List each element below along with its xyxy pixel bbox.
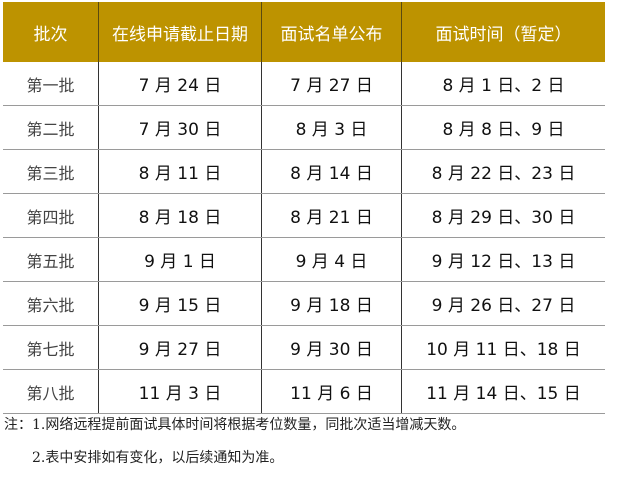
- note-2: 2.表中安排如有变化，以后续通知为准。: [32, 450, 284, 466]
- batch-cell: 第六批: [3, 281, 99, 326]
- deadline-cell: 9 月 1 日: [98, 237, 262, 282]
- batch-cell: 第三批: [3, 149, 99, 194]
- batch-cell: 第二批: [3, 105, 99, 150]
- list-announce-cell: 9 月 4 日: [261, 237, 402, 282]
- interview-time-cell: 8 月 8 日、9 日: [401, 105, 605, 150]
- header-interview-time: 面试时间（暂定）: [401, 2, 605, 62]
- interview-time-cell: 9 月 12 日、13 日: [401, 237, 605, 282]
- header-deadline: 在线申请截止日期: [98, 2, 262, 62]
- notes: 注：1.网络远程提前面试具体时间将根据考位数量，同批次适当增减天数。 2.表中安…: [4, 414, 465, 480]
- list-announce-cell: 9 月 18 日: [261, 281, 402, 326]
- list-announce-cell: 9 月 30 日: [261, 325, 402, 370]
- interview-time-cell: 8 月 1 日、2 日: [401, 62, 605, 106]
- batch-cell: 第八批: [3, 369, 99, 414]
- interview-time-cell: 8 月 22 日、23 日: [401, 149, 605, 194]
- deadline-cell: 9 月 27 日: [98, 325, 262, 370]
- deadline-cell: 9 月 15 日: [98, 281, 262, 326]
- list-announce-cell: 11 月 6 日: [261, 369, 402, 414]
- list-announce-cell: 8 月 3 日: [261, 105, 402, 150]
- header-batch: 批次: [3, 2, 99, 62]
- batch-cell: 第七批: [3, 325, 99, 370]
- list-announce-cell: 7 月 27 日: [261, 62, 402, 106]
- table-row: 第八批 11 月 3 日 11 月 6 日 11 月 14 日、15 日: [3, 369, 605, 414]
- interview-time-cell: 8 月 29 日、30 日: [401, 193, 605, 238]
- batch-cell: 第一批: [3, 62, 99, 106]
- note-1: 注：1.网络远程提前面试具体时间将根据考位数量，同批次适当增减天数。: [4, 417, 466, 433]
- interview-time-cell: 10 月 11 日、18 日: [401, 325, 605, 370]
- batch-cell: 第四批: [3, 193, 99, 238]
- interview-time-cell: 11 月 14 日、15 日: [401, 369, 605, 414]
- deadline-cell: 7 月 24 日: [98, 62, 262, 106]
- batch-cell: 第五批: [3, 237, 99, 282]
- header-list-announce: 面试名单公布: [261, 2, 402, 62]
- deadline-cell: 11 月 3 日: [98, 369, 262, 414]
- deadline-cell: 8 月 11 日: [98, 149, 262, 194]
- list-announce-cell: 8 月 14 日: [261, 149, 402, 194]
- header-row: 批次 在线申请截止日期 面试名单公布 面试时间（暂定）: [3, 2, 605, 62]
- interview-time-cell: 9 月 26 日、27 日: [401, 281, 605, 326]
- list-announce-cell: 8 月 21 日: [261, 193, 402, 238]
- deadline-cell: 8 月 18 日: [98, 193, 262, 238]
- deadline-cell: 7 月 30 日: [98, 105, 262, 150]
